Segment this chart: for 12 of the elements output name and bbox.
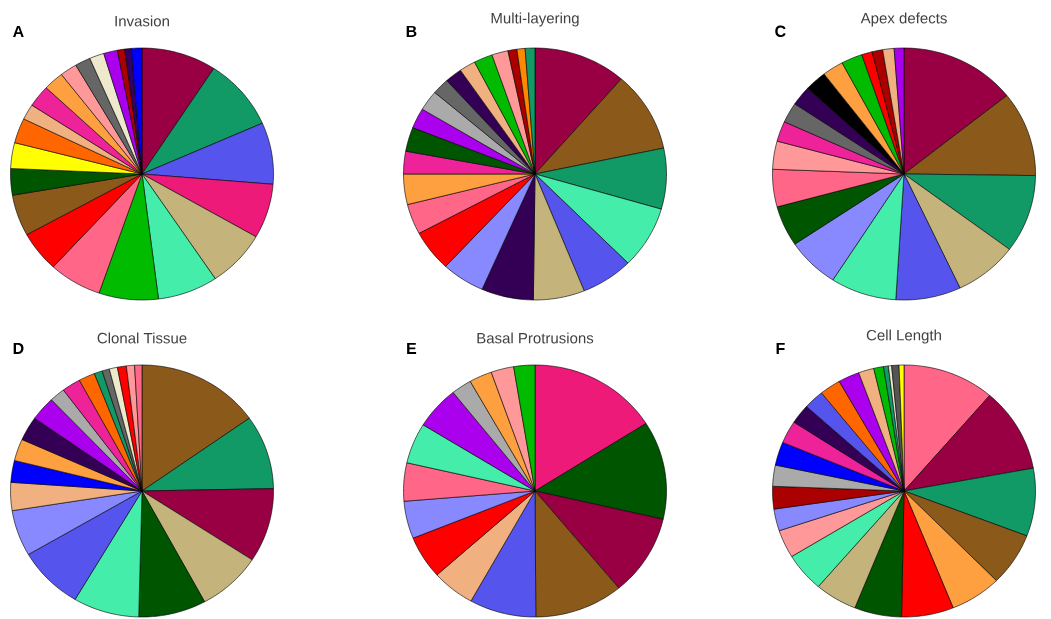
text: F [776, 342, 785, 354]
chart-title: Basal Protrusions [477, 332, 594, 344]
text: B [406, 25, 417, 37]
chart-title: Invasion [115, 15, 169, 27]
text: A [13, 25, 24, 37]
chart-title: Cell Length [866, 329, 941, 344]
chart-title: Multi-layering [491, 12, 579, 27]
text: D [13, 342, 24, 354]
chart-title: Clonal Tissue [97, 332, 187, 344]
chart-title: Apex defects [860, 12, 947, 27]
text: E [407, 342, 417, 354]
text: C [775, 25, 786, 37]
